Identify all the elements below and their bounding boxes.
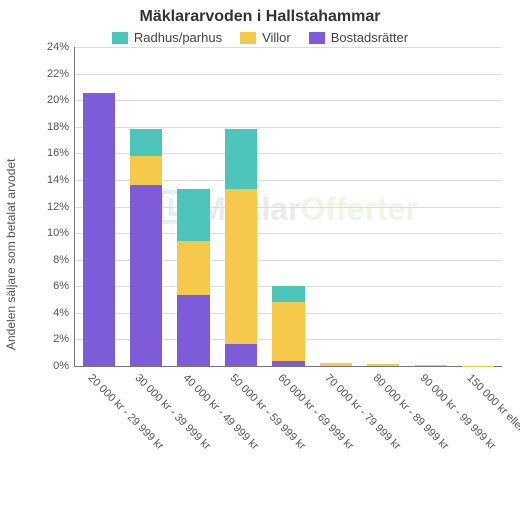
bar-segment-bostadsratter	[225, 344, 257, 366]
plot-area: MäklarOfferter 0%2%4%6%8%10%12%14%16%18%…	[74, 47, 502, 367]
bar-slot	[407, 47, 454, 366]
bar-slot	[75, 47, 122, 366]
bar-slot	[265, 47, 312, 366]
chart-container: Mäklararvoden i Hallstahammar Radhus/par…	[0, 0, 520, 520]
legend-item-bostadsratter: Bostadsrätter	[309, 30, 408, 45]
bar-slot	[312, 47, 359, 366]
bar-segment-radhus	[272, 286, 304, 301]
xtick: 40 000 kr - 49 999 kr	[170, 366, 217, 476]
xtick: 20 000 kr - 29 999 kr	[75, 366, 122, 476]
bar-segment-radhus	[177, 189, 209, 242]
xtick: 90 000 kr - 99 999 kr	[407, 366, 454, 476]
bar	[320, 334, 352, 366]
xtick: 80 000 kr - 89 999 kr	[360, 366, 407, 476]
ytick-label: 6%	[53, 280, 75, 292]
bar-segment-bostadsratter	[130, 185, 162, 366]
xtick-label: 150 000 kr eller mer	[465, 372, 520, 450]
legend-label-radhus: Radhus/parhus	[134, 30, 222, 45]
bar	[130, 91, 162, 366]
xtick: 150 000 kr eller mer	[455, 366, 502, 476]
ytick-label: 20%	[47, 94, 75, 106]
xtick: 60 000 kr - 69 999 kr	[265, 366, 312, 476]
bars-container	[75, 47, 502, 366]
legend-item-radhus: Radhus/parhus	[112, 30, 222, 45]
y-axis-title: Andelen säljare som betalat arvodet	[4, 159, 18, 350]
bar-slot	[455, 47, 502, 366]
legend-swatch-bostadsratter	[309, 32, 325, 44]
ytick-label: 0%	[53, 360, 75, 372]
bar-segment-radhus	[225, 129, 257, 190]
bar	[83, 71, 115, 366]
ytick-label: 24%	[47, 41, 75, 53]
legend-item-villor: Villor	[240, 30, 291, 45]
xtick: 50 000 kr - 59 999 kr	[217, 366, 264, 476]
bar	[177, 128, 209, 366]
xtick: 30 000 kr - 39 999 kr	[122, 366, 169, 476]
bar	[272, 207, 304, 367]
bar-segment-villor	[225, 189, 257, 344]
legend-label-bostadsratter: Bostadsrätter	[331, 30, 408, 45]
bar-slot	[122, 47, 169, 366]
ytick-label: 4%	[53, 307, 75, 319]
bar-slot	[217, 47, 264, 366]
bar-segment-bostadsratter	[83, 93, 115, 366]
chart-title: Mäklararvoden i Hallstahammar	[6, 8, 514, 26]
bar-slot	[170, 47, 217, 366]
bar-segment-villor	[130, 156, 162, 185]
ytick-label: 2%	[53, 333, 75, 345]
legend-label-villor: Villor	[262, 30, 291, 45]
bar	[225, 91, 257, 366]
legend: Radhus/parhus Villor Bostadsrätter	[6, 30, 514, 45]
bar-slot	[360, 47, 407, 366]
bar	[367, 341, 399, 366]
ytick-label: 8%	[53, 254, 75, 266]
bar	[415, 349, 447, 366]
ytick-label: 16%	[47, 147, 75, 159]
ytick-label: 12%	[47, 201, 75, 213]
ytick-label: 22%	[47, 68, 75, 80]
ytick-label: 10%	[47, 227, 75, 239]
plot-zone: MäklarOfferter 0%2%4%6%8%10%12%14%16%18%…	[74, 47, 502, 367]
bar-segment-radhus	[130, 129, 162, 157]
bar-segment-bostadsratter	[177, 295, 209, 366]
bar-segment-villor	[272, 302, 304, 361]
bar-segment-villor	[177, 241, 209, 295]
ytick-label: 18%	[47, 121, 75, 133]
xtick: 70 000 kr - 79 999 kr	[312, 366, 359, 476]
x-ticks: 20 000 kr - 29 999 kr30 000 kr - 39 999 …	[75, 366, 502, 476]
ytick-label: 14%	[47, 174, 75, 186]
legend-swatch-villor	[240, 32, 256, 44]
legend-swatch-radhus	[112, 32, 128, 44]
